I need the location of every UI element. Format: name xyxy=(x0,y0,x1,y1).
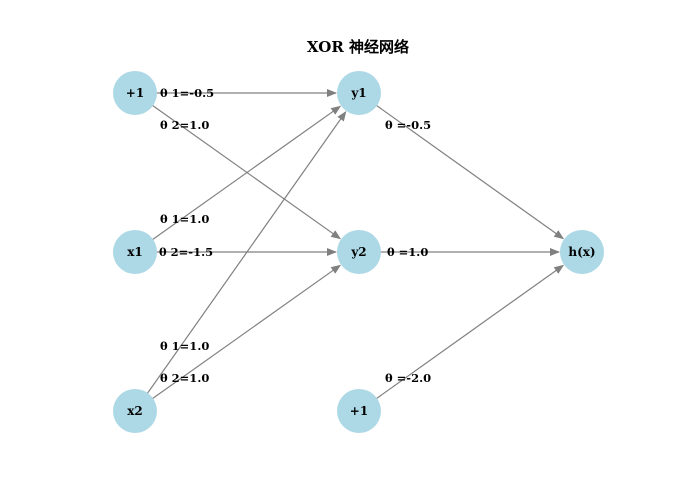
edge-bias-hidden-to-output xyxy=(369,264,565,404)
diagram-title: XOR 神经网络 xyxy=(307,38,409,56)
node-bias-hidden: +1 xyxy=(337,389,381,433)
node-label: x2 xyxy=(127,404,143,418)
edge-weight-label: θ 2=1.0 xyxy=(160,118,209,132)
node-bias-input: +1 xyxy=(113,71,157,115)
edge-y1-to-output xyxy=(369,100,565,240)
edge-weight-label: θ 1=-0.5 xyxy=(160,86,214,100)
node-circle xyxy=(113,389,157,433)
edge-x1-to-y1 xyxy=(145,105,342,245)
edge-x2-to-y1 xyxy=(142,110,347,401)
edge-weight-label: θ 2=1.0 xyxy=(160,371,209,385)
edge-weight-label: θ =1.0 xyxy=(387,245,428,259)
edge-weight-label: θ 1=1.0 xyxy=(160,339,209,353)
edge-weight-label: θ 1=1.0 xyxy=(160,212,209,226)
edge-x2-to-y2 xyxy=(145,264,342,404)
node-x1: x1 xyxy=(113,230,157,274)
edge-weight-label: θ =-2.0 xyxy=(385,371,431,385)
node-label: +1 xyxy=(126,86,144,100)
node-output: h(x) xyxy=(560,230,604,274)
edges-group xyxy=(142,89,565,404)
node-label: h(x) xyxy=(568,245,595,259)
node-circle xyxy=(560,230,604,274)
node-circle xyxy=(113,230,157,274)
node-label: y1 xyxy=(350,86,366,100)
node-circle xyxy=(337,389,381,433)
edge-labels-group: θ 1=-0.5 θ 2=1.0 θ 1=1.0 θ 2=-1.5 θ 1=1.0 θ 2… xyxy=(159,86,431,385)
edge-bias-input-to-y2 xyxy=(145,100,342,240)
node-circle xyxy=(113,71,157,115)
node-label: x1 xyxy=(127,245,143,259)
edge-weight-label: θ 2=-1.5 xyxy=(159,245,213,259)
node-y1: y1 xyxy=(337,71,381,115)
node-circle xyxy=(337,71,381,115)
node-label: y2 xyxy=(350,245,366,259)
node-x2: x2 xyxy=(113,389,157,433)
nodes-group: +1 x1 x2 y1 y2 +1 h(x) xyxy=(113,71,604,433)
node-circle xyxy=(337,230,381,274)
edge-weight-label: θ =-0.5 xyxy=(385,118,431,132)
node-label: +1 xyxy=(350,404,368,418)
node-y2: y2 xyxy=(337,230,381,274)
